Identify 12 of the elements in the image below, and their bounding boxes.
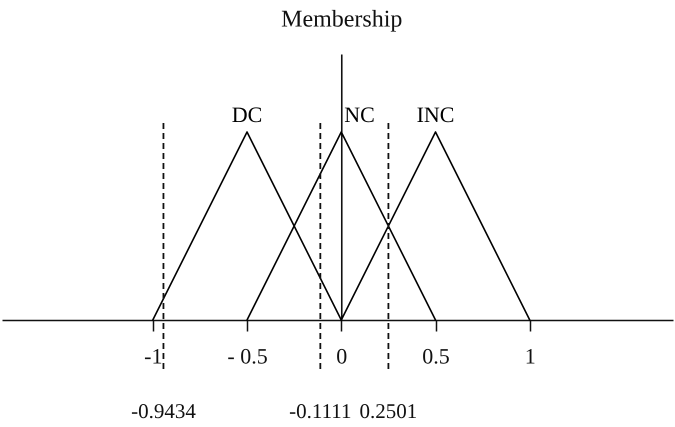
x-tick-label: 0 bbox=[336, 344, 348, 368]
y-axis-title: Membership bbox=[281, 6, 402, 32]
x-tick-label: - 0.5 bbox=[227, 344, 268, 368]
x-tick-label: -1 bbox=[144, 344, 162, 368]
x-tick-label: 1 bbox=[524, 344, 536, 368]
series-label: NC bbox=[344, 102, 375, 127]
ref-line-label: -0.1111 bbox=[289, 399, 352, 423]
series-label: INC bbox=[416, 102, 454, 127]
ref-line-label: -0.9434 bbox=[131, 399, 196, 423]
x-tick-label: 0.5 bbox=[422, 344, 450, 368]
series-label: DC bbox=[232, 102, 262, 127]
ref-line-label: 0.2501 bbox=[360, 399, 418, 423]
